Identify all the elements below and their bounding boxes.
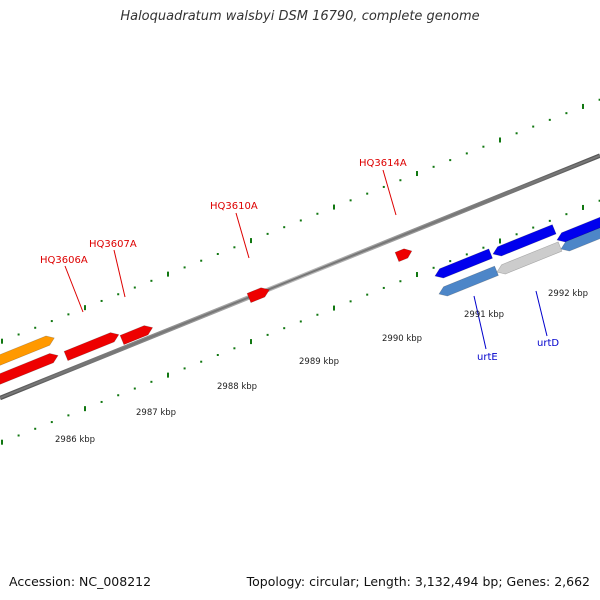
- scale-label: 2986 kbp: [55, 435, 95, 445]
- reverse-gene-arrow: [434, 248, 493, 279]
- reverse-gene-arrow: [560, 227, 600, 252]
- locus-tag-label: HQ3614A: [359, 158, 407, 169]
- leader-line: [535, 290, 548, 337]
- forward-gene-arrow: [246, 287, 270, 303]
- map-title: Haloquadratum walsbyi DSM 16790, complet…: [120, 9, 480, 24]
- gene-name-label: urtD: [537, 338, 559, 349]
- forward-gene-arrow: [63, 332, 120, 361]
- scale-label: 2990 kbp: [382, 334, 422, 344]
- leader-line: [382, 169, 397, 216]
- leader-line: [64, 265, 84, 313]
- reverse-gene-arrow: [438, 265, 499, 297]
- gene-name-label: urtE: [477, 352, 498, 363]
- scale-label: 2987 kbp: [136, 408, 176, 418]
- leader-line: [235, 212, 250, 259]
- leader-line: [473, 295, 487, 350]
- scale-label: 2992 kbp: [548, 289, 588, 299]
- upper-tick-track: [1, 98, 600, 344]
- accession-text: Accession: NC_008212: [9, 574, 152, 589]
- reverse-strand-genes: [434, 216, 600, 297]
- forward-gene-arrow: [394, 248, 413, 262]
- label-leader-lines: [64, 169, 548, 350]
- genome-stats-text: Topology: circular; Length: 3,132,494 bp…: [246, 574, 590, 589]
- locus-tag-label: HQ3610A: [210, 201, 258, 212]
- backbone-core: [0, 154, 600, 399]
- locus-tag-label: HQ3607A: [89, 239, 137, 250]
- genome-backbone: [0, 153, 600, 401]
- forward-strand-genes: [0, 248, 413, 385]
- pseudo-gene-arrow: [496, 241, 563, 275]
- forward-gene-arrow: [119, 325, 154, 345]
- forward-gene-arrow: [0, 353, 59, 385]
- locus-tag-label: HQ3606A: [40, 255, 88, 266]
- scale-label: 2991 kbp: [464, 310, 504, 320]
- reverse-gene-arrow: [556, 216, 600, 243]
- scale-label: 2988 kbp: [217, 382, 257, 392]
- forward-gene-arrow: [0, 335, 55, 366]
- scale-label: 2989 kbp: [299, 357, 339, 367]
- lower-tick-track: [1, 199, 600, 445]
- leader-line: [113, 249, 126, 298]
- reverse-gene-arrow: [492, 224, 557, 257]
